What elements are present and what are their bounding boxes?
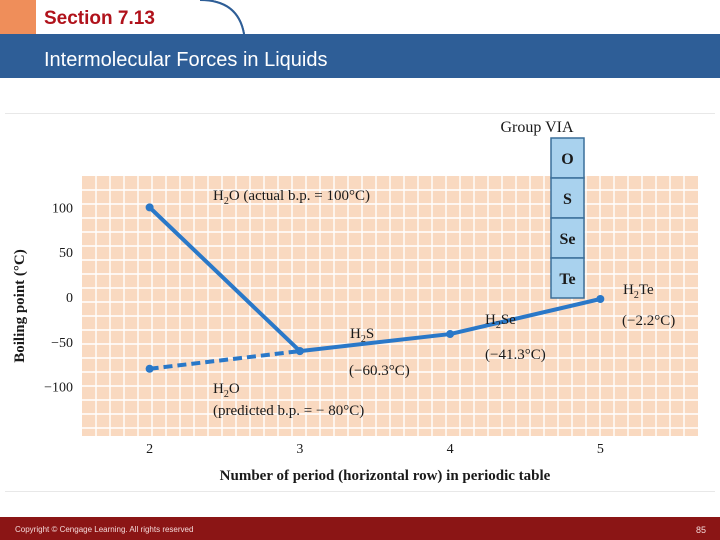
data-point [596,295,605,304]
group-table-element: O [561,151,573,168]
x-tick-label: 4 [447,442,454,457]
data-point [446,330,455,339]
data-point [145,364,154,373]
formula-subscript: 2 [224,389,229,400]
y-axis-label: Boiling point (°C) [12,249,28,363]
formula-rest: Te [639,282,654,298]
boiling-point-chart: 100 50 0 −50 −100 2 3 4 5 Number of period (horiz… [12,119,698,484]
x-tick-label: 5 [597,442,604,457]
formula-subscript: 2 [224,196,229,207]
y-tick-label: 100 [52,201,73,216]
page-number: 85 [695,525,706,535]
chart-area: 100 50 0 −50 −100 2 3 4 5 Number of period (horiz… [5,113,715,492]
formula-rest: O (actual b.p. = 100°C) [229,188,370,204]
data-point [145,203,154,212]
formula-subscript: 2 [496,320,501,331]
formula-h: H [350,326,361,342]
predicted-series-line [149,349,301,371]
footer-bar: Copyright © Cengage Learning. All rights… [0,517,720,540]
h2o-predicted-formula-label: H2O [213,381,240,400]
h2te-formula-label: H2Te [623,282,654,301]
x-axis-label: Number of period (horizontal row) in per… [220,468,551,484]
formula-rest: S [366,326,374,342]
group-table-element: S [563,191,572,208]
group-table-element: Te [559,271,575,288]
h2te-value-label: (−2.2°C) [622,313,675,329]
h2se-value-label: (−41.3°C) [485,347,546,363]
y-tick-label: −50 [51,336,73,351]
y-tick-label: −100 [44,381,73,396]
group-table-title: Group VIA [500,119,573,136]
h2o-actual-label: H2O (actual b.p. = 100°C) [213,188,370,207]
group-table-cell [550,217,585,259]
y-tick-label: 50 [59,246,73,261]
h2s-formula-label: H2S [350,326,374,345]
data-point [295,347,304,356]
formula-subscript: 2 [634,290,639,301]
group-table-cell [550,137,585,179]
section-label: Section 7.13 [44,8,155,29]
h2se-formula-label: H2Se [485,312,516,331]
formula-rest: Se [501,312,516,328]
formula-subscript: 2 [361,334,366,345]
y-tick-label: 0 [66,291,73,306]
actual-series-line [148,205,601,354]
x-tick-label: 3 [296,442,303,457]
formula-rest: O [229,381,240,397]
h2o-predicted-value-label: (predicted b.p. = − 80°C) [213,403,364,419]
formula-h: H [485,312,496,328]
formula-h: H [213,381,224,397]
slide-title: Intermolecular Forces in Liquids [44,49,328,71]
section-header-tab [0,0,720,78]
group-table-element: Se [560,231,576,248]
h2s-value-label: (−60.3°C) [349,363,410,379]
x-tick-label: 2 [146,442,153,457]
group-table-cell [550,257,585,299]
formula-h: H [213,188,224,204]
copyright-text: Copyright © Cengage Learning. All rights… [15,525,194,534]
formula-h: H [623,282,634,298]
group-table-cell [550,177,585,219]
